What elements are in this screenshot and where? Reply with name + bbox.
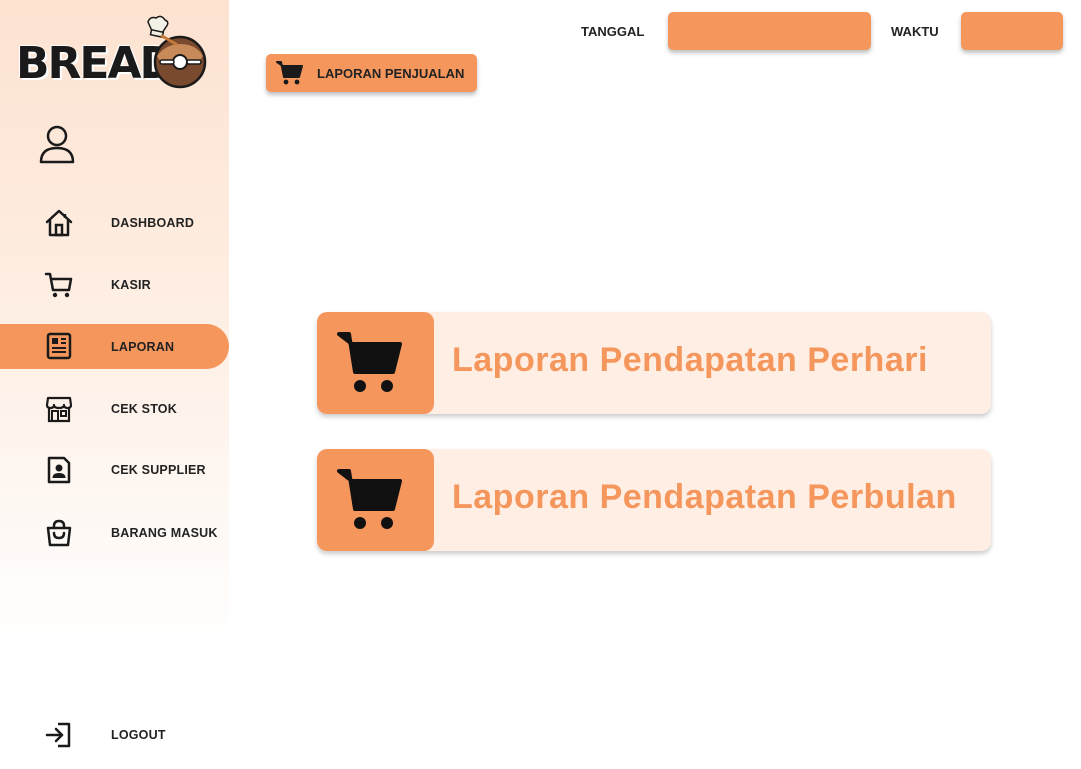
- logout-button[interactable]: LOGOUT: [0, 712, 229, 758]
- logout-label: LOGOUT: [111, 728, 166, 742]
- sidebar-item-cek-stok[interactable]: CEK STOK: [0, 386, 229, 432]
- sidebar-item-label: CEK STOK: [111, 402, 177, 416]
- card-thumb: [317, 449, 434, 551]
- sidebar-item-label: BARANG MASUK: [111, 526, 218, 540]
- sidebar-item-kasir[interactable]: KASIR: [0, 262, 229, 308]
- report-icon: [46, 332, 72, 360]
- sidebar-item-laporan[interactable]: LAPORAN: [0, 324, 229, 369]
- sales-report-chip[interactable]: LAPORAN PENJUALAN: [266, 54, 477, 92]
- date-label: TANGGAL: [581, 24, 645, 39]
- sidebar: BREAD DASHBOARD: [0, 0, 229, 769]
- logout-icon: [45, 722, 71, 748]
- time-field[interactable]: [961, 12, 1063, 50]
- card-thumb: [317, 312, 434, 414]
- user-icon[interactable]: [38, 124, 76, 164]
- cart-icon: [337, 332, 402, 392]
- sidebar-item-label: CEK SUPPLIER: [111, 463, 206, 477]
- home-icon: [45, 209, 73, 237]
- cart-icon: [276, 61, 303, 85]
- cart-icon: [337, 469, 402, 529]
- sidebar-item-dashboard[interactable]: DASHBOARD: [0, 200, 229, 246]
- sidebar-item-label: DASHBOARD: [111, 216, 195, 230]
- sidebar-item-label: KASIR: [111, 278, 151, 292]
- cart-icon: [44, 272, 73, 298]
- monthly-income-report-card[interactable]: Laporan Pendapatan Perbulan: [317, 449, 991, 551]
- card-title: Laporan Pendapatan Perhari: [452, 341, 928, 379]
- date-field[interactable]: [668, 12, 871, 50]
- store-icon: [45, 396, 73, 423]
- donut-chef-icon: [147, 15, 207, 89]
- sidebar-item-barang-masuk[interactable]: BARANG MASUK: [0, 510, 229, 556]
- card-title: Laporan Pendapatan Perbulan: [452, 478, 957, 516]
- time-label: WAKTU: [891, 24, 939, 39]
- sidebar-item-cek-supplier[interactable]: CEK SUPPLIER: [0, 447, 229, 493]
- daily-income-report-card[interactable]: Laporan Pendapatan Perhari: [317, 312, 991, 414]
- brand-logo[interactable]: BREAD: [16, 14, 216, 92]
- contact-icon: [47, 456, 71, 484]
- sales-report-label: LAPORAN PENJUALAN: [317, 66, 465, 81]
- sidebar-item-label: LAPORAN: [111, 339, 175, 354]
- brand-logo-text: BREAD: [16, 38, 176, 89]
- bag-icon: [46, 519, 72, 547]
